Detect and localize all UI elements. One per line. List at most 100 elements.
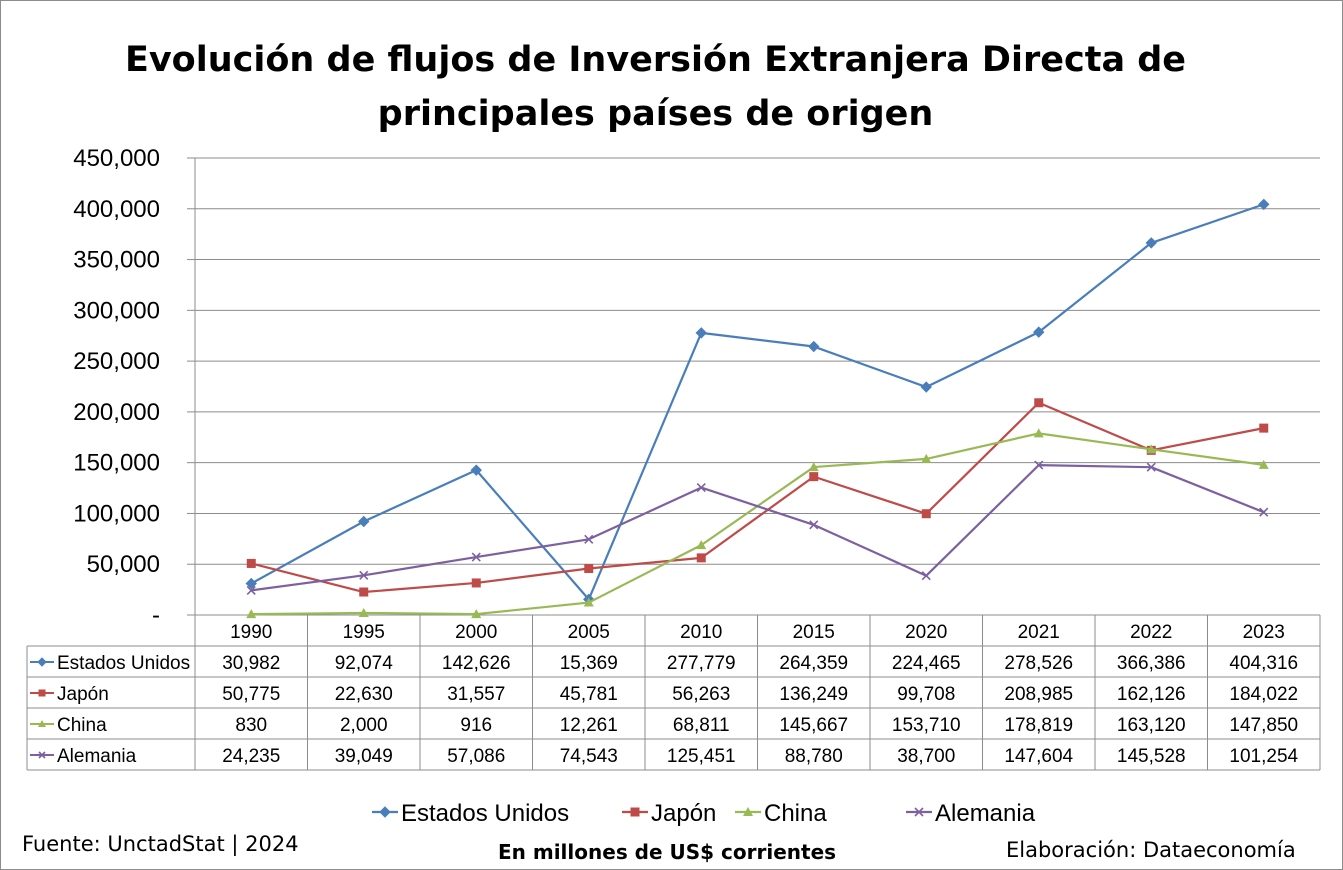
table-cell-value: 184,022: [1229, 684, 1298, 705]
table-cell-value: 56,263: [672, 684, 730, 705]
table-cell-value: 145,667: [779, 715, 848, 736]
y-tick-label: 150,000: [73, 450, 160, 477]
data-point: [583, 597, 594, 607]
x-tick-label: 2010: [680, 622, 722, 643]
table-cell-value: 38,700: [897, 746, 955, 767]
table-cell-value: 88,780: [785, 746, 843, 767]
data-point: [1258, 459, 1269, 469]
table-cell-value: 15,369: [560, 653, 618, 674]
data-point: [808, 340, 820, 353]
data-point: [584, 534, 594, 544]
chart-title-line-1: Evolución de flujos de Inversión Extranj…: [124, 40, 1187, 80]
table-cell-value: 22,630: [335, 684, 393, 705]
y-tick-label: -: [152, 602, 160, 629]
data-point: [1259, 507, 1269, 517]
table-cell-value: 264,359: [779, 653, 848, 674]
data-point: [358, 515, 370, 528]
table-cell-value: 101,254: [1229, 746, 1298, 767]
series-line: [251, 432, 1264, 616]
table-cell-value: 163,120: [1117, 715, 1186, 736]
table-cell-value: 145,528: [1117, 746, 1186, 767]
table-cell-value: 142,626: [442, 653, 511, 674]
table-cell-value: 125,451: [667, 746, 736, 767]
data-point: [1146, 462, 1156, 472]
table-cell-value: 366,386: [1117, 653, 1186, 674]
legend-marker: [630, 807, 640, 817]
legend-label: Estados Unidos: [401, 800, 569, 827]
data-point: [359, 570, 369, 580]
y-tick-label: 400,000: [73, 196, 160, 223]
data-point: [695, 327, 707, 339]
table-cell-value: 50,775: [222, 684, 280, 705]
table-cell-value: 57,086: [447, 746, 505, 767]
units-note: En millones de US$ corrientes: [498, 840, 837, 864]
x-tick-label: 1995: [343, 622, 385, 643]
data-point: [809, 472, 819, 482]
table-cell-value: 30,982: [222, 653, 280, 674]
table-legend-marker: [38, 689, 46, 697]
legend-marker: [379, 806, 391, 818]
series-line: [250, 203, 1265, 601]
y-tick-label: 200,000: [73, 399, 160, 426]
table-cell-value: 208,985: [1004, 684, 1073, 705]
table-cell-value: 162,126: [1117, 684, 1186, 705]
table-legend-marker: [38, 720, 46, 727]
table-cell-value: 153,710: [892, 715, 961, 736]
data-point: [584, 564, 594, 574]
table-series-name: Estados Unidos: [57, 653, 190, 674]
x-tick-label: 2023: [1243, 622, 1285, 643]
series-line: [250, 401, 1264, 594]
data-point: [920, 381, 932, 393]
data-point: [246, 585, 256, 595]
data-point: [245, 577, 257, 590]
x-tick-label: 2022: [1130, 622, 1172, 643]
table-cell-value: 74,543: [560, 746, 618, 767]
data-point: [809, 520, 819, 530]
data-point: [696, 540, 707, 550]
x-tick-label: 2015: [793, 622, 835, 643]
data-point: [1258, 198, 1270, 211]
data-point: [1034, 460, 1044, 470]
series-line: [251, 463, 1265, 592]
legend-marker: [743, 807, 753, 816]
table-cell-value: 2,000: [340, 715, 388, 736]
data-point: [1146, 444, 1157, 454]
data-point: [1145, 237, 1157, 249]
data-point: [359, 587, 369, 597]
y-tick-label: 100,000: [73, 500, 160, 527]
x-tick-label: 2005: [568, 622, 610, 643]
data-point: [696, 553, 706, 563]
table-cell-value: 278,526: [1004, 653, 1073, 674]
table-cell-value: 404,316: [1229, 653, 1298, 674]
data-point: [1033, 326, 1045, 338]
data-point: [921, 509, 931, 519]
data-point: [921, 571, 931, 581]
table-cell-value: 45,781: [560, 684, 618, 705]
table-cell-value: 224,465: [892, 653, 961, 674]
y-tick-label: 450,000: [73, 145, 160, 172]
data-point: [1033, 428, 1044, 438]
table-legend-marker: [38, 751, 46, 759]
y-tick-label: 300,000: [73, 297, 160, 324]
legend-marker: [914, 807, 924, 817]
data-point: [246, 558, 256, 568]
credit-note: Elaboración: Dataeconomía: [1006, 838, 1296, 862]
table-cell-value: 178,819: [1004, 715, 1073, 736]
table-cell-value: 147,604: [1004, 746, 1073, 767]
data-point: [696, 483, 706, 493]
table-cell-value: 830: [235, 715, 267, 736]
table-cell-value: 99,708: [897, 684, 955, 705]
legend-label: China: [764, 800, 827, 827]
data-point: [921, 453, 932, 463]
data-point: [1259, 423, 1269, 433]
x-tick-label: 2020: [905, 622, 947, 643]
y-tick-label: 50,000: [87, 551, 160, 578]
data-point: [1034, 398, 1044, 408]
data-point: [358, 607, 369, 617]
table-series-name: Japón: [57, 684, 109, 705]
source-note: Fuente: UnctadStat | 2024: [22, 832, 299, 856]
data-point: [246, 609, 257, 619]
legend-label: Alemania: [935, 800, 1036, 827]
